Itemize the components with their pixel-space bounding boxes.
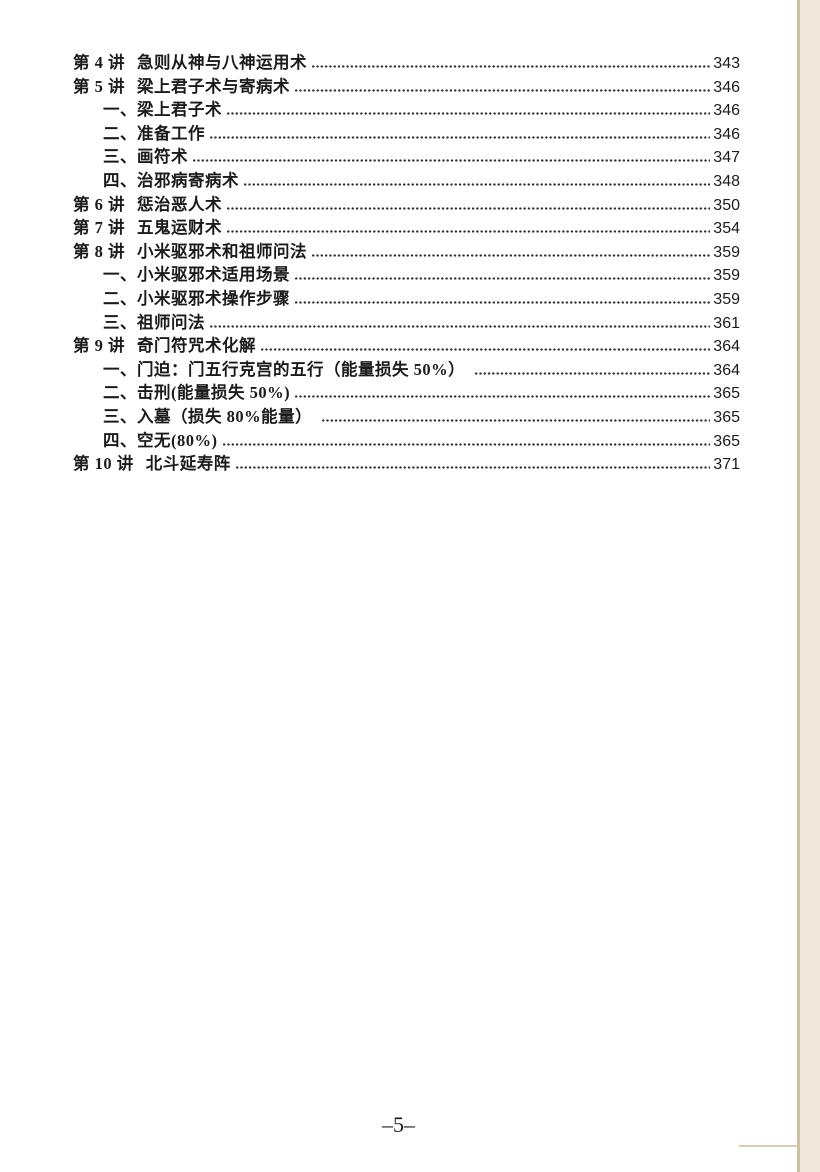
toc-entry-label: 第 10 讲	[73, 454, 134, 474]
dot-leader	[227, 112, 710, 116]
toc-entry: 二、 小米驱邪术操作步骤 359	[0, 285, 797, 309]
dot-leader	[321, 419, 710, 422]
dot-leader	[227, 230, 710, 234]
toc-entry-page: 348	[713, 172, 740, 190]
toc-entry: 四、 空无(80%) 365	[0, 427, 797, 451]
toc-entry-label: 二、	[103, 383, 137, 403]
toc-entry-page: 346	[713, 78, 740, 96]
toc-entry-label: 第 4 讲	[73, 53, 125, 72]
toc-entry-page: 343	[713, 55, 740, 72]
toc-entry-label: 一、	[103, 100, 137, 120]
dot-leader	[295, 301, 710, 305]
toc-entry: 第 8 讲 小米驱邪术和祖师问法 359	[0, 238, 797, 262]
toc-entry-label: 四、	[103, 430, 137, 450]
toc-entry-title: 祖师问法	[137, 312, 205, 332]
toc-entry-title: 画符术	[137, 147, 188, 167]
table-of-contents: 第 4 讲 急则从神与八神运用术 343 第 5 讲 梁上君子术与寄病术 346…	[0, 49, 797, 474]
toc-entry-label: 一、	[103, 265, 137, 285]
dot-leader	[261, 348, 710, 352]
dot-leader	[244, 183, 710, 187]
toc-entry-label: 第 5 讲	[73, 76, 125, 96]
toc-entry: 第 4 讲 急则从神与八神运用术 343	[0, 49, 797, 73]
toc-entry-title: 梁上君子术	[137, 100, 222, 120]
toc-entry: 第 7 讲 五鬼运财术 354	[0, 214, 797, 238]
toc-entry: 三、 画符术 347	[0, 143, 797, 167]
toc-entry-label: 二、	[103, 123, 137, 143]
toc-entry: 第 6 讲 惩治恶人术 350	[0, 191, 797, 215]
toc-entry: 一、 门迫：门五行克宫的五行（能量损失 50%） 364	[0, 356, 797, 380]
toc-entry-page: 350	[713, 196, 740, 214]
toc-entry-title: 小米驱邪术适用场景	[137, 265, 290, 285]
toc-entry-label: 三、	[103, 312, 137, 332]
dot-leader	[222, 442, 710, 446]
toc-entry-title: 击刑(能量损失 50%)	[137, 383, 291, 403]
toc-entry-label: 一、	[103, 359, 137, 379]
toc-entry-title: 入墓（损失 80%能量）	[137, 406, 317, 426]
toc-entry-title: 治邪病寄病术	[137, 170, 239, 190]
toc-entry-page: 365	[713, 432, 740, 450]
toc-entry-page: 359	[713, 290, 740, 308]
toc-entry-title: 梁上君子术与寄病术	[137, 76, 290, 96]
toc-entry-page: 354	[713, 220, 740, 238]
toc-entry: 四、 治邪病寄病术 348	[0, 167, 797, 191]
toc-entry-page: 371	[713, 456, 740, 474]
page-number: –5–	[382, 1112, 415, 1137]
toc-entry-label: 第 6 讲	[73, 194, 125, 214]
toc-entry-title: 急则从神与八神运用术	[137, 53, 307, 72]
toc-entry-page: 364	[713, 338, 740, 356]
dot-leader	[210, 324, 710, 328]
toc-entry-title: 惩治恶人术	[137, 194, 222, 214]
toc-entry-title: 奇门符咒术化解	[137, 336, 256, 356]
toc-entry: 一、 梁上君子术 346	[0, 96, 797, 120]
toc-entry-page: 364	[713, 361, 740, 379]
toc-entry-label: 第 9 讲	[73, 336, 125, 356]
toc-entry-page: 346	[713, 102, 740, 120]
dot-leader	[295, 395, 710, 399]
toc-entry-page: 365	[713, 408, 740, 426]
toc-entry-page: 359	[713, 243, 740, 261]
dot-leader	[295, 88, 710, 92]
toc-entry: 第 5 讲 梁上君子术与寄病术 346	[0, 73, 797, 97]
toc-entry-title: 五鬼运财术	[137, 218, 222, 238]
scan-edge-right	[797, 0, 820, 1172]
toc-entry: 一、 小米驱邪术适用场景 359	[0, 261, 797, 285]
dot-leader	[474, 371, 710, 375]
toc-entry-page: 361	[713, 314, 740, 332]
dot-leader	[193, 159, 710, 163]
dot-leader	[295, 277, 710, 281]
toc-entry-label: 二、	[103, 288, 137, 308]
scan-edge-artifact	[739, 1145, 797, 1147]
toc-entry-page: 365	[713, 385, 740, 403]
toc-entry: 三、 祖师问法 361	[0, 309, 797, 333]
toc-entry-title: 空无(80%)	[137, 430, 218, 450]
toc-entry-label: 三、	[103, 406, 137, 426]
toc-entry-label: 三、	[103, 147, 137, 167]
toc-entry-title: 北斗延寿阵	[145, 454, 231, 474]
toc-entry-title: 小米驱邪术和祖师问法	[137, 241, 307, 261]
toc-entry-page: 347	[713, 149, 740, 167]
toc-entry: 二、 准备工作 346	[0, 120, 797, 144]
toc-entry-title: 准备工作	[137, 123, 205, 143]
dot-leader	[235, 466, 710, 470]
toc-entry-title: 小米驱邪术操作步骤	[137, 288, 290, 308]
toc-entry-label: 四、	[103, 170, 137, 190]
dot-leader	[312, 253, 710, 257]
toc-entry-title: 门迫：门五行克宫的五行（能量损失 50%）	[137, 359, 470, 379]
toc-entry-page: 346	[713, 125, 740, 143]
dot-leader	[312, 65, 710, 69]
toc-entry-page: 359	[713, 267, 740, 285]
toc-entry-label: 第 7 讲	[73, 218, 125, 238]
toc-entry: 第 10 讲 北斗延寿阵 371	[0, 450, 797, 474]
toc-entry: 二、 击刑(能量损失 50%) 365	[0, 379, 797, 403]
toc-entry-label: 第 8 讲	[73, 241, 125, 261]
dot-leader	[210, 135, 710, 139]
dot-leader	[227, 206, 710, 210]
toc-entry: 三、 入墓（损失 80%能量） 365	[0, 403, 797, 427]
toc-entry: 第 9 讲 奇门符咒术化解 364	[0, 332, 797, 356]
